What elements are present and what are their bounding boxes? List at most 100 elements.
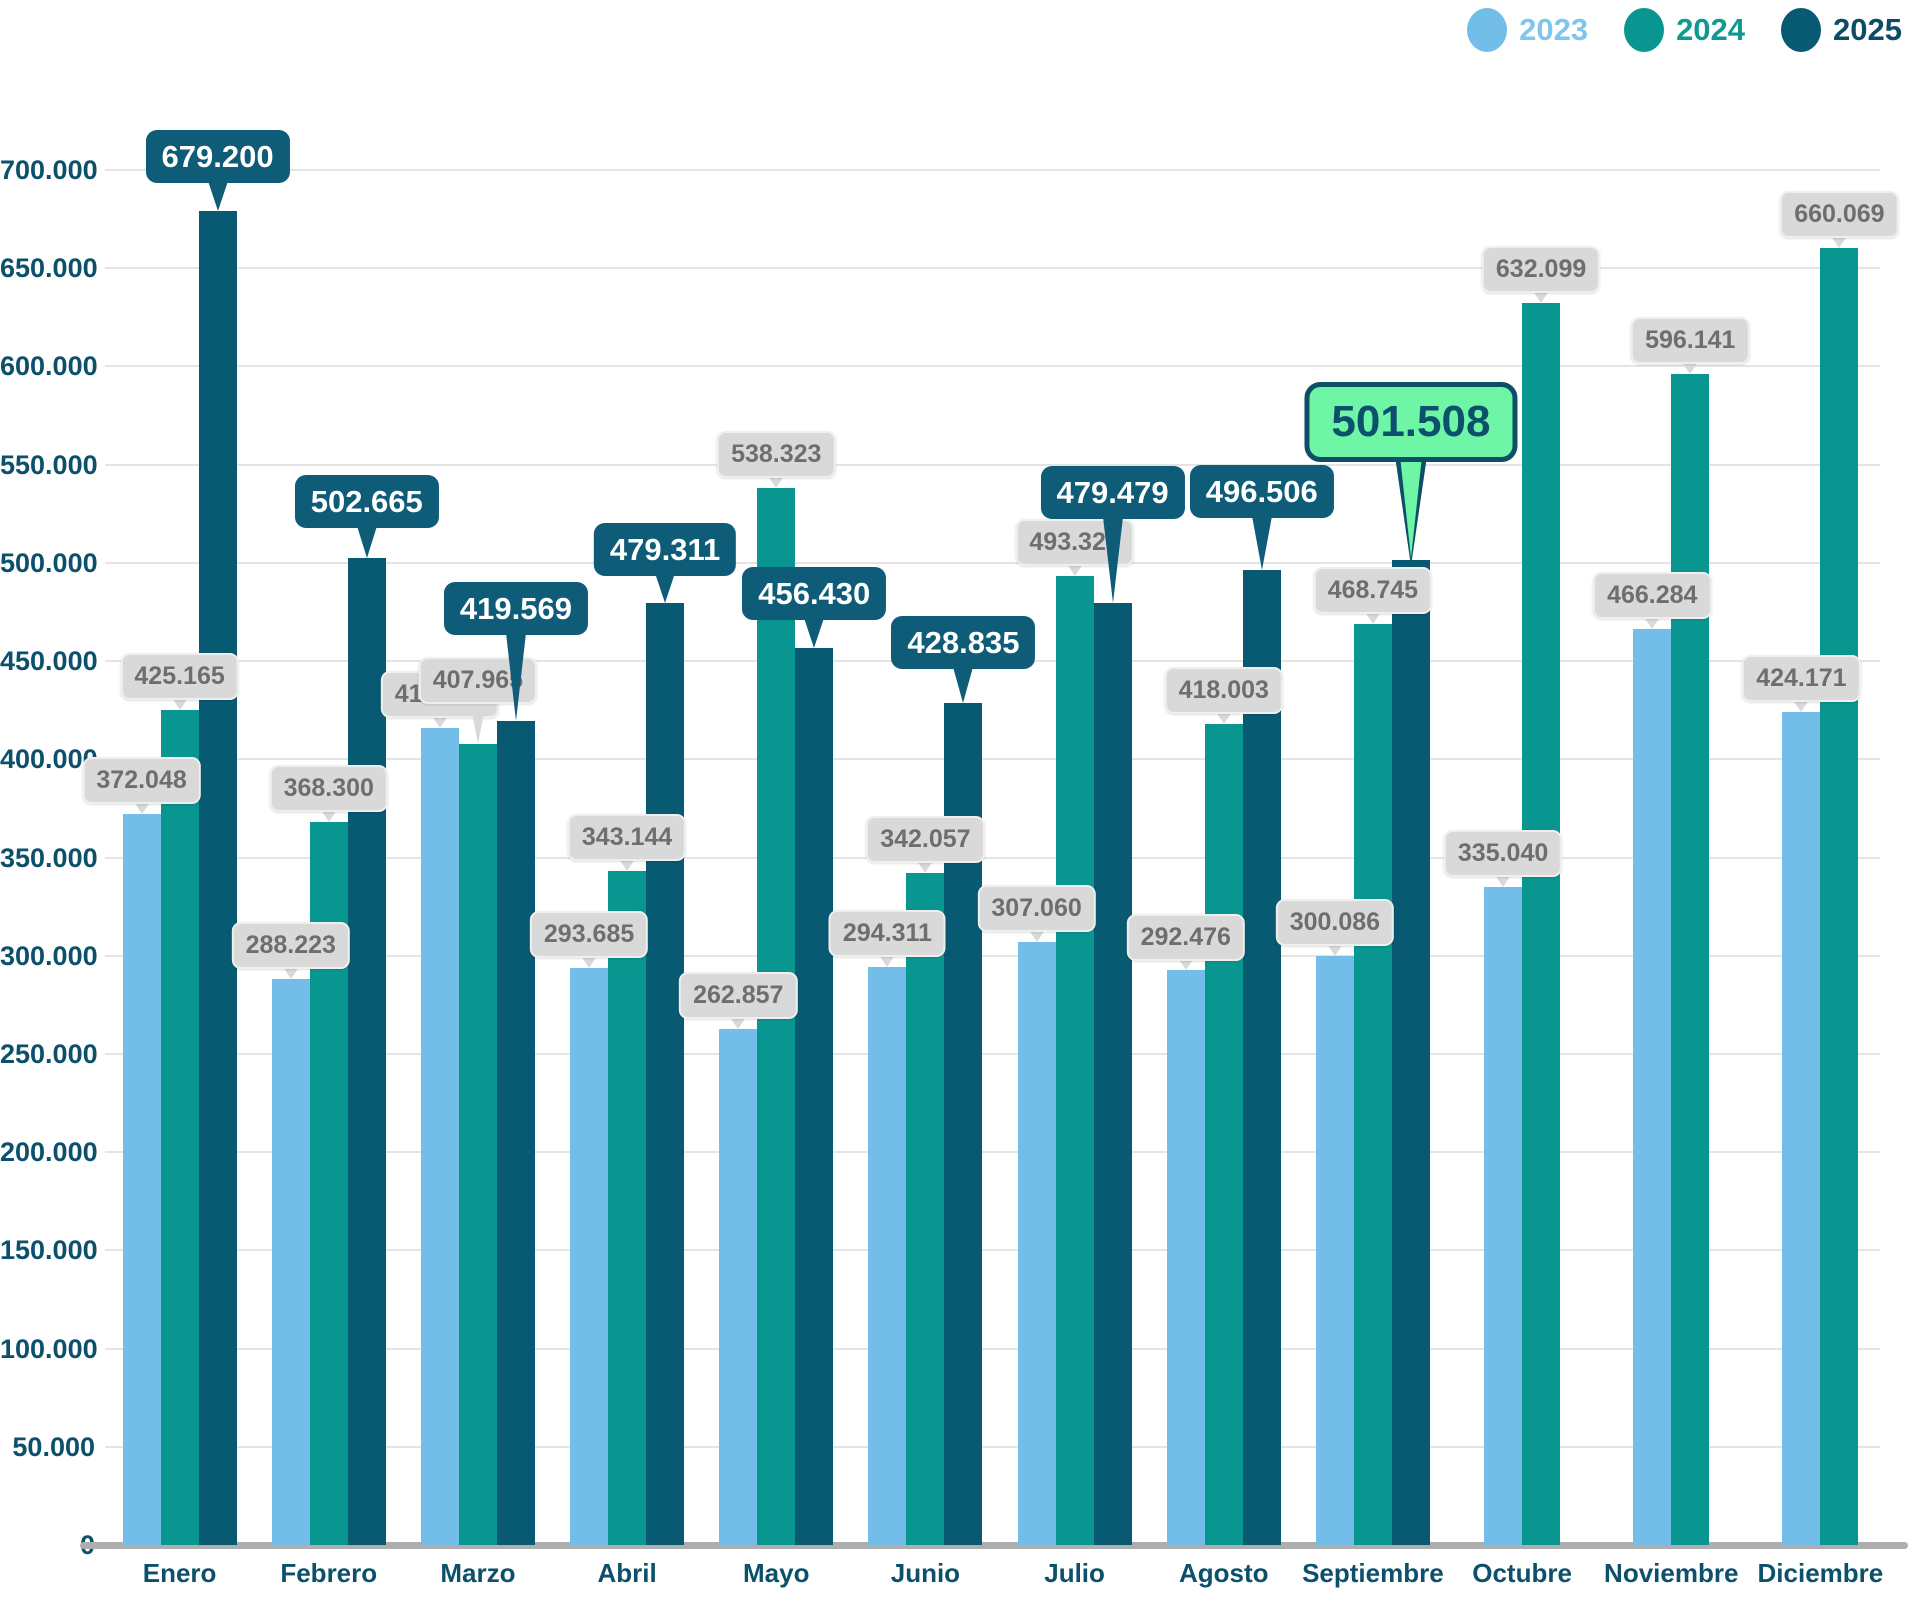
callout-tail — [917, 861, 934, 874]
bar-mayo-2023[interactable] — [719, 1028, 758, 1545]
bar-marzo-2024[interactable] — [458, 743, 497, 1545]
x-axis-label-junio: Junio — [890, 1558, 961, 1588]
callout-tail — [431, 715, 448, 728]
value-callout-octubre-2024: 632.099 — [1481, 246, 1601, 294]
bar-septiembre-2024[interactable] — [1353, 624, 1392, 1545]
callout-tail — [171, 697, 188, 710]
bar-marzo-2023[interactable] — [420, 727, 459, 1545]
callout-tail — [953, 666, 974, 703]
callout-tail — [879, 954, 896, 967]
bar-septiembre-2025[interactable] — [1391, 559, 1430, 1545]
value-callout-abril-2023: 293.685 — [529, 911, 649, 959]
bar-junio-2023[interactable] — [868, 966, 907, 1545]
legend-item-2024[interactable]: 2024 — [1624, 8, 1745, 52]
bar-julio-2025[interactable] — [1093, 603, 1132, 1545]
bar-octubre-2024[interactable] — [1522, 303, 1561, 1545]
value-callout-noviembre-2023: 466.284 — [1593, 572, 1712, 620]
callout-tail — [356, 525, 377, 558]
y-axis-tick-label: 150.000 — [0, 1235, 98, 1266]
callout-tail — [581, 956, 598, 969]
x-axis-label-octubre: Octubre — [1472, 1558, 1572, 1588]
legend-swatch-2024-icon — [1624, 8, 1665, 52]
bar-agosto-2024[interactable] — [1204, 723, 1243, 1545]
bar-octubre-2023[interactable] — [1484, 886, 1523, 1545]
callout-tail — [1251, 515, 1272, 570]
callout-tail — [804, 618, 825, 649]
value-callout-mayo-2024: 538.323 — [717, 430, 836, 478]
chart-legend: 2023 2024 2025 — [1467, 8, 1902, 52]
bar-enero-2025[interactable] — [198, 210, 237, 1545]
value-callout-marzo-2025: 419.569 — [443, 581, 588, 635]
value-callout-abril-2024: 343.144 — [567, 813, 687, 861]
x-axis-label-julio: Julio — [1044, 1558, 1105, 1588]
bar-agosto-2023[interactable] — [1166, 970, 1205, 1545]
callout-tail — [1066, 563, 1083, 576]
value-callout-diciembre-2023: 424.171 — [1742, 654, 1861, 702]
bar-diciembre-2024[interactable] — [1820, 248, 1859, 1545]
bar-enero-2023[interactable] — [122, 814, 161, 1545]
value-callout-febrero-2025: 502.665 — [294, 474, 439, 528]
bar-abril-2023[interactable] — [570, 968, 609, 1545]
callout-tail — [207, 180, 228, 211]
bar-noviembre-2023[interactable] — [1633, 629, 1672, 1545]
y-axis-tick-label: 250.000 — [0, 1038, 98, 1069]
gridline — [105, 1249, 1880, 1252]
y-axis-tick-label: 350.000 — [0, 842, 98, 873]
callout-tail — [619, 858, 636, 871]
value-callout-agosto-2024: 418.003 — [1164, 666, 1283, 714]
x-axis-label-enero: Enero — [142, 1558, 217, 1588]
bar-junio-2024[interactable] — [906, 873, 945, 1545]
gridline — [105, 1347, 1880, 1350]
bar-marzo-2025[interactable] — [496, 720, 535, 1545]
bar-julio-2024[interactable] — [1055, 575, 1094, 1545]
x-axis-label-septiembre: Septiembre — [1302, 1558, 1444, 1588]
value-callout-enero-2024: 425.165 — [120, 652, 239, 700]
gridline — [105, 758, 1880, 761]
bar-abril-2025[interactable] — [646, 603, 685, 1545]
bar-febrero-2023[interactable] — [271, 978, 310, 1545]
y-axis-tick-label: 650.000 — [0, 253, 98, 284]
value-callout-septiembre-2024: 468.745 — [1313, 567, 1433, 615]
value-callout-febrero-2023: 288.223 — [231, 921, 350, 969]
y-axis-tick-label: 450.000 — [0, 646, 98, 677]
value-callout-agosto-2025: 496.506 — [1189, 464, 1334, 518]
bar-enero-2024[interactable] — [160, 709, 199, 1545]
callout-tail — [1102, 517, 1123, 604]
legend-item-2025[interactable]: 2025 — [1781, 8, 1902, 52]
gridline — [105, 1052, 1880, 1055]
legend-label-2025: 2025 — [1833, 12, 1902, 47]
value-callout-enero-2025: 679.200 — [145, 129, 290, 183]
value-callout-julio-2023: 307.060 — [977, 884, 1096, 932]
legend-swatch-2023-icon — [1467, 8, 1508, 52]
y-axis-tick-label: 50.000 — [12, 1431, 95, 1462]
bar-noviembre-2024[interactable] — [1671, 374, 1710, 1545]
y-axis-tick-label: 100.000 — [0, 1333, 98, 1364]
callout-tail — [1831, 236, 1848, 249]
x-axis-label-agosto: Agosto — [1178, 1558, 1269, 1588]
x-axis-label-marzo: Marzo — [440, 1558, 516, 1588]
bar-abril-2024[interactable] — [608, 870, 647, 1545]
bar-septiembre-2023[interactable] — [1315, 955, 1354, 1545]
value-callout-enero-2023: 372.048 — [82, 757, 201, 805]
legend-swatch-2025-icon — [1781, 8, 1822, 52]
y-axis-tick-label: 550.000 — [0, 449, 98, 480]
y-axis-tick-label: 700.000 — [0, 155, 98, 185]
value-callout-abril-2025: 479.311 — [593, 522, 737, 576]
callout-tail — [1364, 612, 1381, 625]
value-callout-septiembre-2025: 501.508 — [1304, 381, 1518, 462]
value-callout-mayo-2023: 262.857 — [679, 971, 798, 1019]
y-axis-tick-label: 600.000 — [0, 351, 98, 382]
bar-mayo-2025[interactable] — [795, 648, 834, 1545]
value-callout-febrero-2024: 368.300 — [269, 764, 388, 812]
bar-febrero-2025[interactable] — [347, 557, 386, 1545]
bar-diciembre-2023[interactable] — [1782, 711, 1821, 1545]
gridline — [105, 463, 1880, 466]
bar-julio-2023[interactable] — [1017, 941, 1056, 1545]
callout-tail — [1399, 455, 1422, 558]
value-callout-noviembre-2024: 596.141 — [1631, 317, 1750, 365]
value-callout-octubre-2023: 335.040 — [1443, 829, 1563, 877]
legend-item-2023[interactable]: 2023 — [1467, 8, 1588, 52]
gridline — [105, 267, 1880, 270]
gridline — [105, 954, 1880, 957]
bar-agosto-2025[interactable] — [1242, 569, 1281, 1545]
